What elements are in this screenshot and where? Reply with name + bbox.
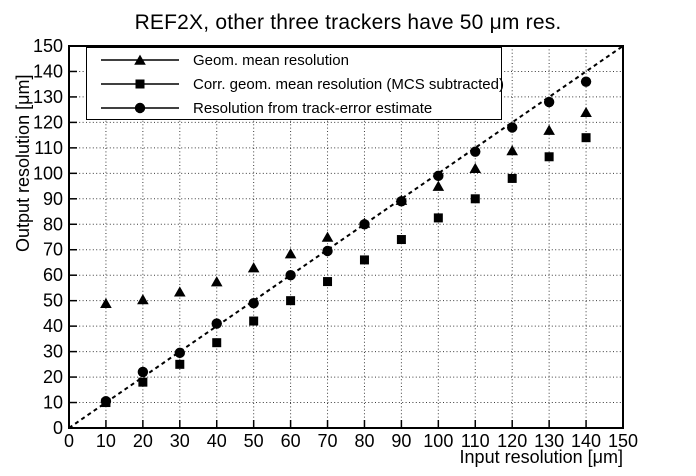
x-tick-label: 130 [534, 431, 564, 451]
data-point-square [433, 213, 443, 223]
data-point-circle [285, 270, 296, 281]
data-point-triangle [432, 180, 445, 191]
y-tick-label: 100 [33, 163, 63, 183]
data-point-triangle [543, 124, 555, 135]
x-tick-label: 150 [608, 431, 638, 451]
data-point-triangle [100, 297, 112, 309]
y-tick-label: 80 [43, 214, 63, 234]
y-tick-label: 50 [43, 291, 63, 311]
x-tick-label: 110 [461, 431, 490, 451]
data-point-square [396, 235, 406, 245]
x-tick-label: 120 [497, 431, 527, 451]
data-point-square [249, 316, 259, 326]
triangle-marker-icon [101, 54, 179, 65]
legend-label: Corr. geom. mean resolution (MCS subtrac… [193, 75, 504, 93]
data-point-square [286, 296, 296, 306]
data-point-square [507, 173, 517, 183]
x-tick-label: 30 [170, 431, 190, 451]
y-tick-label: 150 [33, 36, 63, 56]
x-tick-label: 90 [391, 431, 411, 451]
square-marker-icon [101, 79, 179, 89]
x-tick-label: 0 [64, 431, 74, 451]
plot-frame [68, 45, 624, 429]
legend-item-track-error: Resolution from track-error estimate [87, 96, 501, 120]
x-tick-label: 80 [354, 431, 374, 451]
data-point-square [470, 194, 480, 204]
data-point-square [212, 338, 222, 348]
data-point-triangle [469, 162, 482, 174]
y-tick-label: 120 [33, 112, 63, 132]
data-point-circle [470, 146, 481, 157]
data-point-circle [137, 366, 149, 378]
data-point-circle [396, 196, 407, 207]
x-tick-label: 40 [207, 431, 227, 451]
legend-item-geom-mean: Geom. mean resolution [87, 48, 501, 72]
data-point-circle [211, 318, 222, 329]
data-point-triangle [284, 248, 297, 259]
data-point-triangle [137, 293, 149, 305]
x-tick-label: 70 [318, 431, 338, 451]
y-tick-label: 70 [43, 240, 63, 260]
legend-label: Resolution from track-error estimate [193, 99, 433, 117]
x-axis-title: Input resolution [μm] [459, 447, 623, 467]
data-point-square [544, 152, 554, 162]
x-tick-label: 10 [96, 431, 116, 451]
y-tick-label: 20 [43, 367, 63, 387]
x-tick-label: 60 [281, 431, 301, 451]
data-point-square [581, 133, 591, 143]
data-point-square [323, 277, 333, 287]
legend-marker-square [135, 79, 145, 89]
legend: Geom. mean resolution Corr. geom. mean r… [86, 47, 504, 120]
legend-item-corr-geom-mean: Corr. geom. mean resolution (MCS subtrac… [87, 72, 504, 96]
data-point-circle [543, 96, 555, 108]
x-tick-label: 20 [133, 431, 153, 451]
y-tick-label: 10 [43, 393, 63, 413]
y-tick-label: 0 [53, 418, 63, 438]
data-point-triangle [580, 106, 592, 118]
x-tick-label: 50 [244, 431, 264, 451]
data-point-circle [359, 219, 370, 230]
data-point-circle [322, 245, 333, 257]
legend-marker-triangle [134, 54, 146, 65]
y-tick-label: 140 [33, 61, 63, 81]
data-point-square [138, 377, 148, 387]
data-point-circle [248, 298, 259, 309]
y-tick-label: 40 [43, 316, 63, 336]
data-point-square [359, 255, 369, 265]
data-point-triangle [174, 286, 186, 297]
data-point-circle [580, 76, 592, 87]
circle-marker-icon [101, 102, 179, 114]
x-tick-label: 100 [423, 431, 453, 451]
data-point-circle [507, 122, 518, 133]
y-tick-label: 130 [33, 87, 63, 107]
data-point-circle [174, 347, 185, 359]
y-tick-label: 90 [43, 189, 63, 209]
y-tick-label: 60 [43, 265, 63, 285]
data-point-circle [433, 170, 444, 182]
chart-title: REF2X, other three trackers have 50 μm r… [134, 11, 562, 34]
legend-label: Geom. mean resolution [193, 51, 349, 69]
data-point-triangle [210, 276, 223, 287]
data-point-triangle [321, 231, 334, 242]
data-point-triangle [247, 262, 260, 273]
x-tick-label: 140 [571, 431, 601, 451]
data-point-square [175, 359, 185, 369]
y-tick-label: 110 [34, 138, 63, 158]
legend-marker-circle [134, 102, 146, 114]
data-point-triangle [506, 145, 518, 156]
y-tick-label: 30 [43, 342, 63, 362]
data-point-circle [100, 396, 112, 407]
